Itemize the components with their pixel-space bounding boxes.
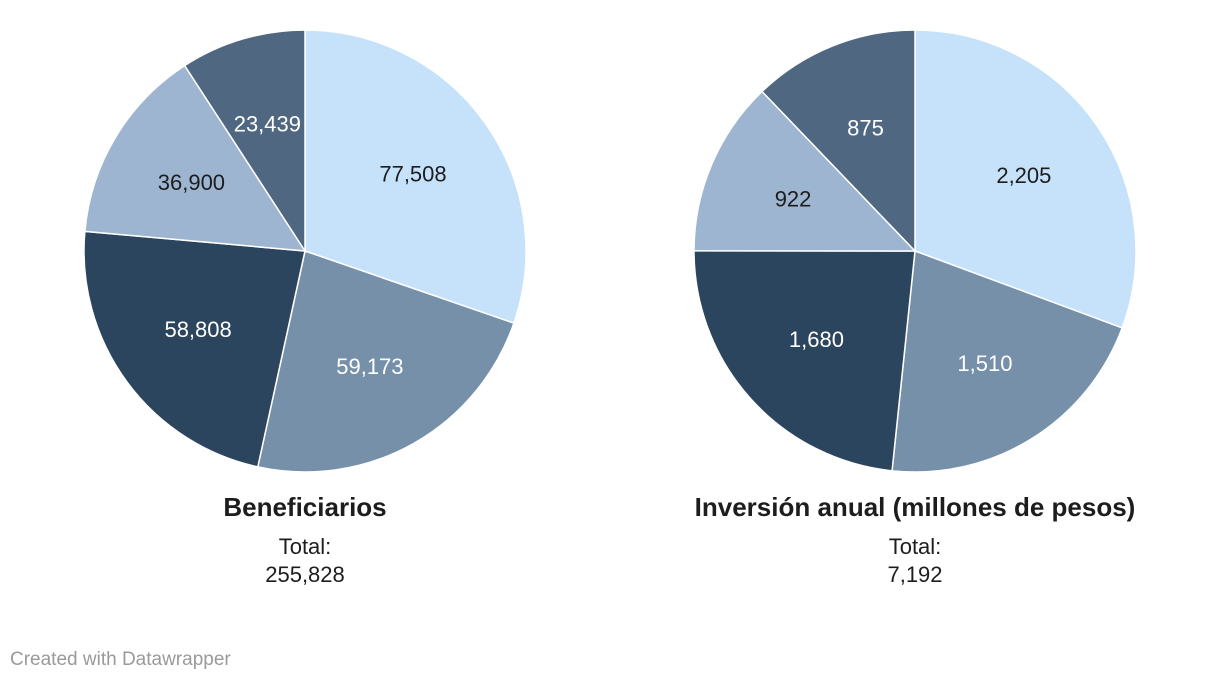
total-value-beneficiarios: 255,828 [265,562,345,587]
pie-slice-inversion-anual-3[interactable] [693,90,916,252]
slice-value-label-inversion-anual-0: 2,205 [996,163,1051,188]
pie-slice-beneficiarios-0[interactable] [304,29,527,324]
pie-slice-inversion-anual-1[interactable] [891,250,1123,473]
slice-value-label-beneficiarios-2: 58,808 [164,317,231,342]
slice-value-label-inversion-anual-3: 922 [775,186,812,211]
total-value-inversion-anual: 7,192 [887,562,943,587]
slice-value-label-beneficiarios-4: 23,439 [234,111,301,136]
total-label-beneficiarios: Total: [278,534,332,559]
chart-title-beneficiarios: Beneficiarios [223,492,387,522]
slice-value-label-beneficiarios-3: 36,900 [158,170,225,195]
slice-value-label-beneficiarios-0: 77,508 [379,162,446,187]
slice-value-label-inversion-anual-4: 875 [847,115,884,140]
pie-slice-inversion-anual-0[interactable] [914,29,1137,329]
pie-slice-inversion-anual-2[interactable] [693,250,916,472]
pie-slice-beneficiarios-3[interactable] [84,64,306,252]
chart-title-inversion-anual: Inversión anual (millones de pesos) [694,492,1136,522]
pie-slice-inversion-anual-4[interactable] [761,29,916,252]
pie-slice-beneficiarios-1[interactable] [257,250,515,473]
slice-value-label-beneficiarios-1: 59,173 [336,354,403,379]
pie-chart-beneficiarios: 77,508 59,173 58,808 36,900 23,439 [83,29,527,473]
total-label-inversion-anual: Total: [888,534,942,559]
pie-slice-beneficiarios-4[interactable] [183,29,306,252]
slice-value-label-inversion-anual-2: 1,680 [789,327,844,352]
pie-slice-beneficiarios-2[interactable] [83,230,306,468]
datawrapper-credit[interactable]: Created with Datawrapper [10,649,231,670]
slice-value-label-inversion-anual-1: 1,510 [957,351,1012,376]
pie-chart-inversion-anual: 2,205 1,510 1,680 922 875 [693,29,1137,473]
pie-charts-canvas: 77,508 59,173 58,808 36,900 23,439 2,205 1,51… [83,29,1137,473]
